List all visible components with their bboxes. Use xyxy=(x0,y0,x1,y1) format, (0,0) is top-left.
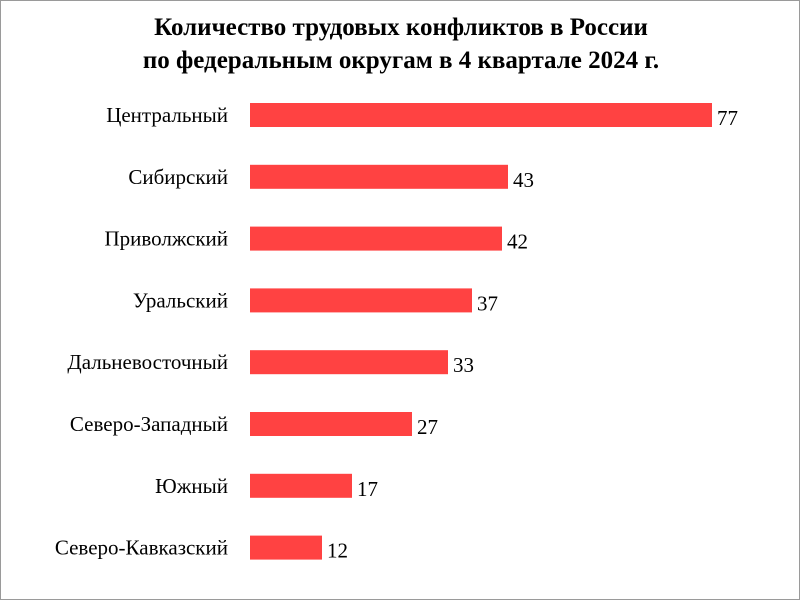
chart-title-line-1: Количество трудовых конфликтов в России xyxy=(154,14,648,41)
bar xyxy=(250,412,412,436)
value-label: 33 xyxy=(453,353,474,377)
category-label: Южный xyxy=(155,474,228,498)
category-label: Уральский xyxy=(133,288,228,312)
bar xyxy=(250,288,472,313)
chart-title-line-2: по федеральным округам в 4 квартале 2024… xyxy=(142,47,660,74)
category-label: Северо-Западный xyxy=(70,412,228,436)
category-label: Сибирский xyxy=(128,165,228,189)
category-label: Приволжский xyxy=(104,227,228,251)
value-label: 43 xyxy=(513,168,534,192)
value-label: 37 xyxy=(477,291,498,315)
category-label: Центральный xyxy=(106,103,228,127)
value-label: 27 xyxy=(417,415,438,439)
value-label: 12 xyxy=(327,539,348,563)
value-label: 17 xyxy=(357,477,378,501)
bar xyxy=(250,103,712,127)
value-label: 77 xyxy=(717,106,738,130)
chart-title: Количество трудовых конфликтов в России … xyxy=(1,11,800,77)
bar xyxy=(250,350,448,375)
bar xyxy=(250,473,352,498)
bar xyxy=(250,164,508,189)
value-label: 42 xyxy=(507,230,528,254)
category-label: Дальневосточный xyxy=(67,350,228,374)
category-label: Северо-Кавказский xyxy=(55,536,228,560)
bar xyxy=(250,226,502,251)
bar xyxy=(250,535,322,560)
